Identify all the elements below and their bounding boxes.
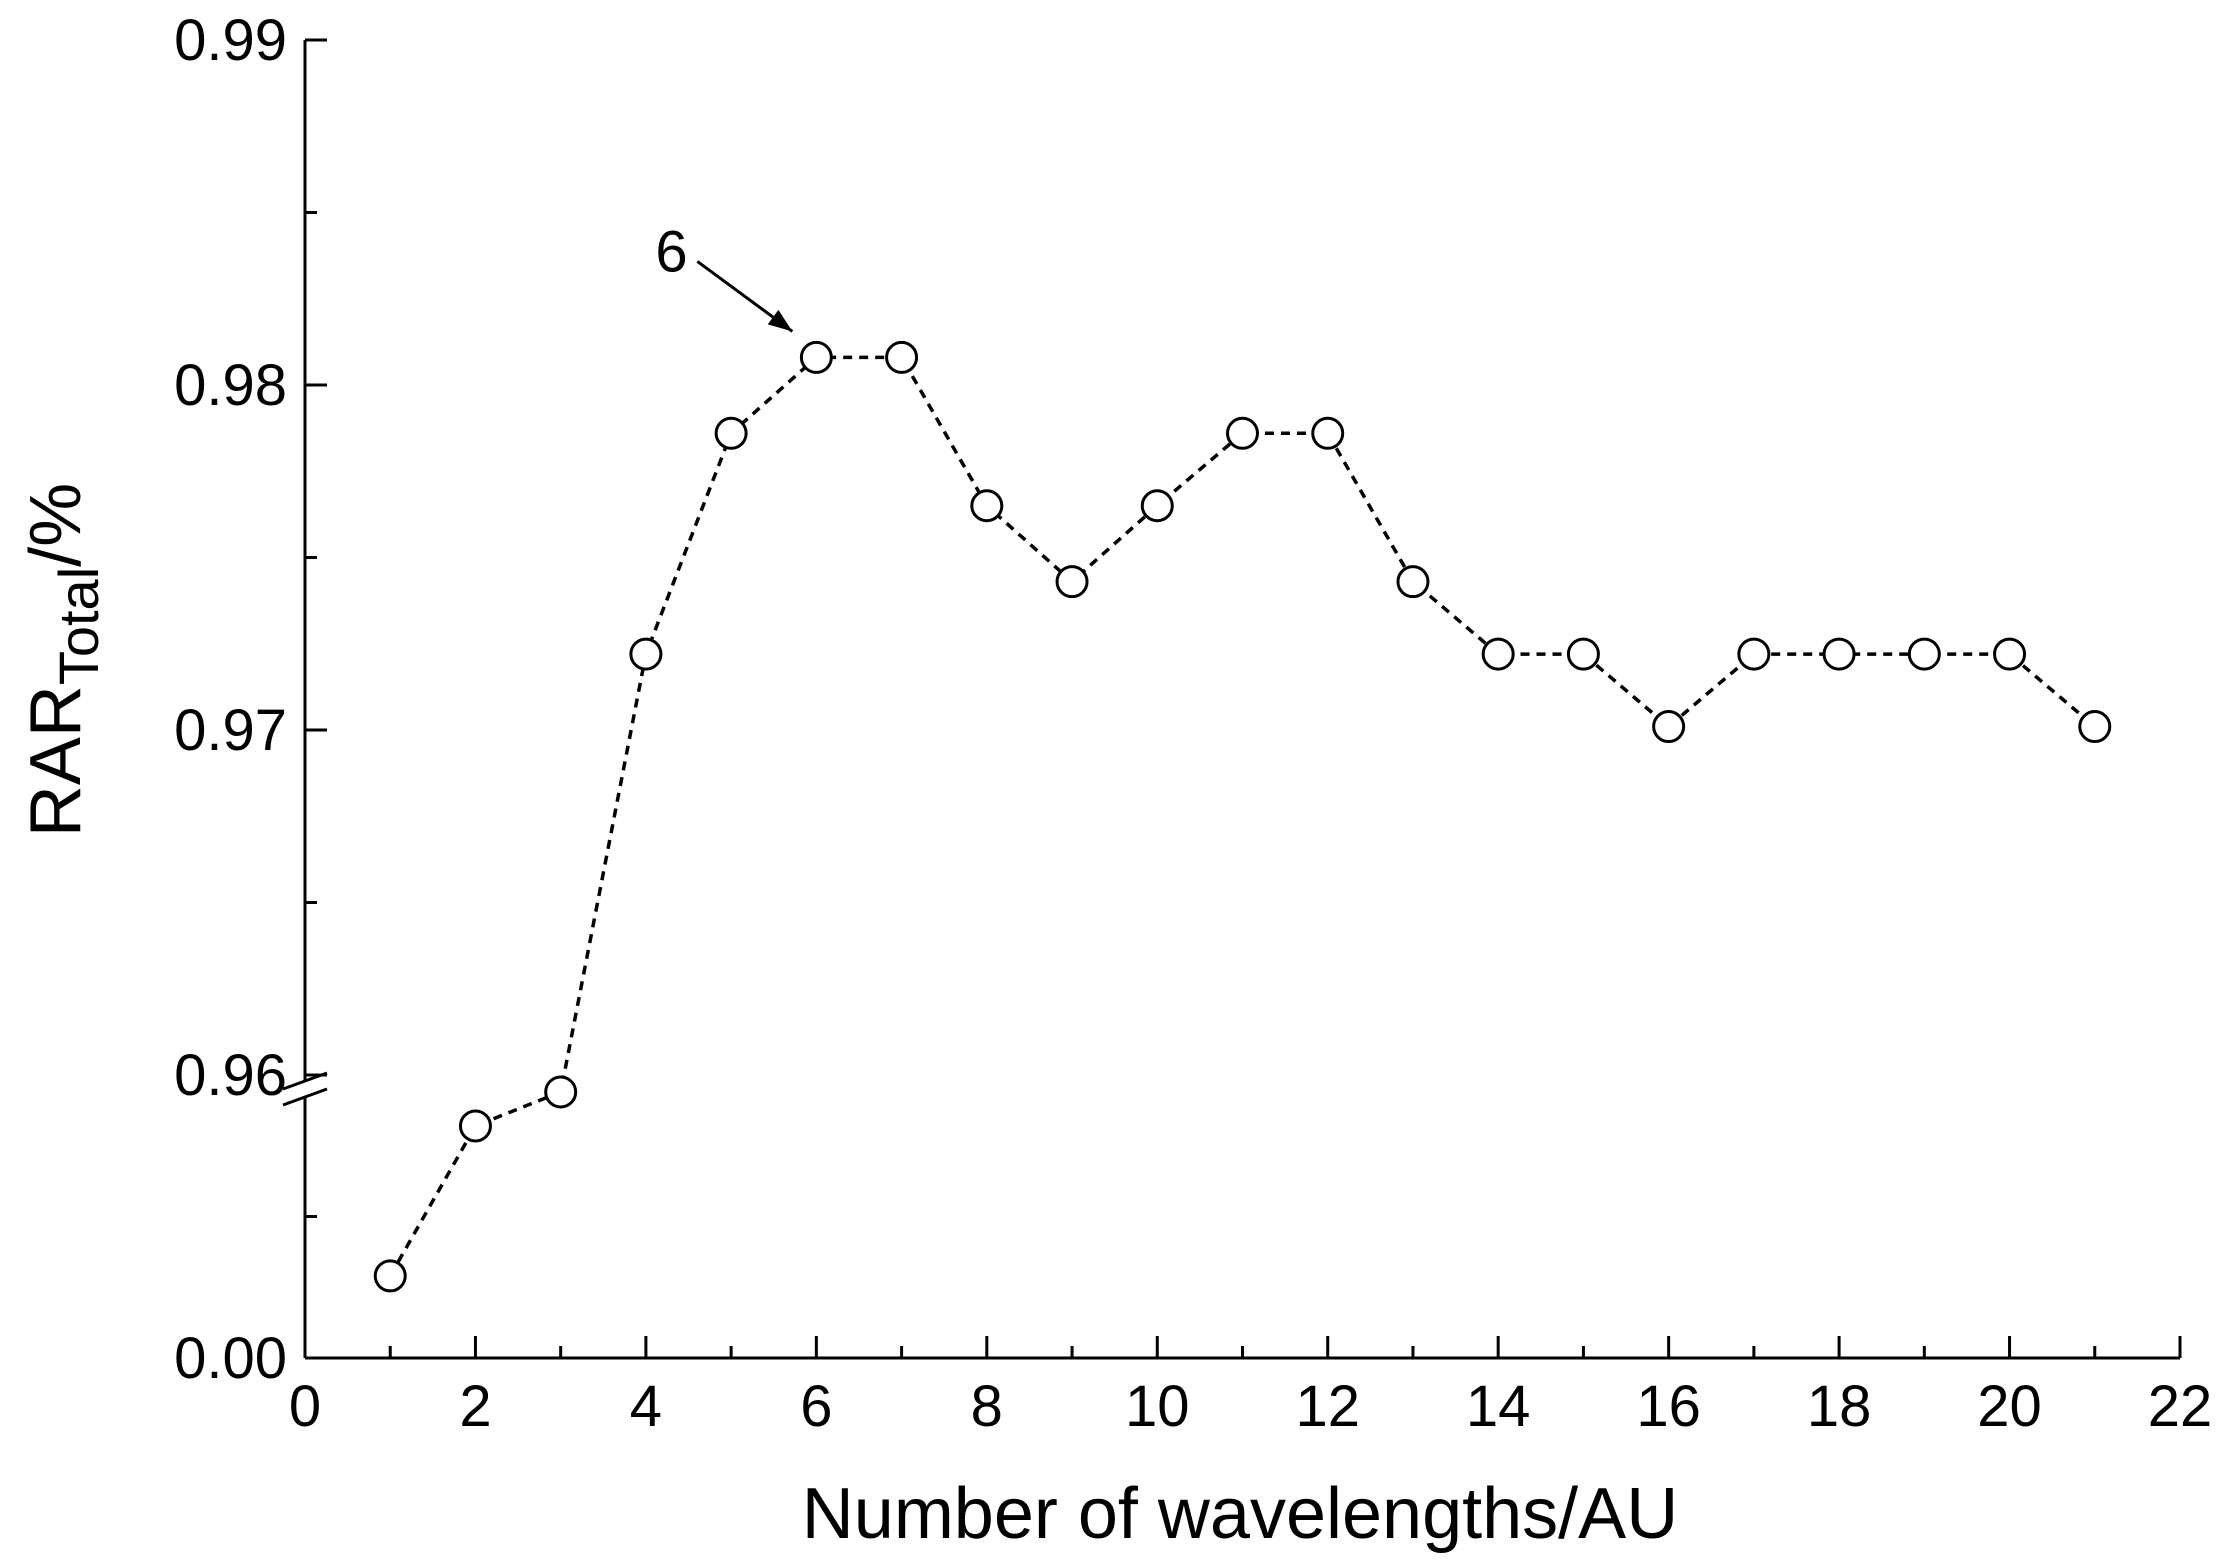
y-axis-break-mark-lower	[282, 1087, 328, 1107]
data-point	[799, 340, 833, 374]
x-tick-label: 10	[1125, 1374, 1190, 1439]
x-axis-title: Number of wavelengths/AU	[802, 1474, 1678, 1554]
series-path	[388, 355, 2096, 1277]
data-point	[714, 416, 748, 450]
data-point	[885, 340, 919, 374]
data-point	[1566, 637, 1600, 671]
data-point	[373, 1259, 407, 1293]
x-axis-ticks: 0 2 4 6 8 10 12 14 16 18 20 22	[289, 1336, 2212, 1439]
data-point	[1737, 637, 1771, 671]
y-tick-label: 0.99	[174, 8, 287, 73]
data-point	[1822, 637, 1856, 671]
y-axis-title-suffix: /%	[16, 483, 96, 567]
x-tick-label: 16	[1636, 1374, 1701, 1439]
y-axis-title-main: RAR	[16, 685, 96, 837]
x-tick-label: 4	[630, 1374, 662, 1439]
x-tick-label: 2	[459, 1374, 491, 1439]
data-point	[1652, 710, 1686, 744]
annotation-label: 6	[655, 219, 687, 284]
y-axis-title: RARTotal/%	[16, 483, 110, 837]
x-tick-label: 14	[1466, 1374, 1531, 1439]
data-point	[1993, 637, 2027, 671]
x-tick-label: 18	[1807, 1374, 1872, 1439]
data-point	[1907, 637, 1941, 671]
y-tick-label: 0.96	[174, 1043, 287, 1108]
data-point	[544, 1075, 578, 1109]
data-point	[1140, 489, 1174, 523]
annotation-arrow-head	[767, 309, 793, 332]
x-tick-label: 0	[289, 1374, 321, 1439]
axes	[282, 40, 2180, 1360]
x-tick-label: 20	[1977, 1374, 2042, 1439]
data-point	[1055, 565, 1089, 599]
data-point	[1226, 416, 1259, 450]
x-tick-label: 22	[2148, 1374, 2213, 1439]
series-line	[388, 355, 2096, 1277]
y-axis-ticks: 0.00 0.96 0.97 0.98 0.99	[174, 8, 327, 1391]
y-tick-label: 0.00	[174, 1326, 287, 1391]
data-point	[458, 1109, 492, 1143]
annotation: 6	[655, 219, 794, 333]
data-point	[970, 489, 1004, 523]
y-tick-label: 0.98	[174, 353, 287, 418]
data-point	[2078, 710, 2112, 744]
y-axis-title-subscript: Total	[47, 567, 110, 685]
data-point	[1481, 637, 1515, 671]
data-points	[373, 340, 2112, 1293]
data-point	[1396, 565, 1430, 599]
x-tick-label: 12	[1295, 1374, 1360, 1439]
y-tick-label: 0.97	[174, 698, 287, 763]
x-tick-label: 6	[800, 1374, 832, 1439]
x-tick-label: 8	[971, 1374, 1003, 1439]
data-point	[629, 637, 663, 671]
data-point	[1311, 416, 1345, 450]
